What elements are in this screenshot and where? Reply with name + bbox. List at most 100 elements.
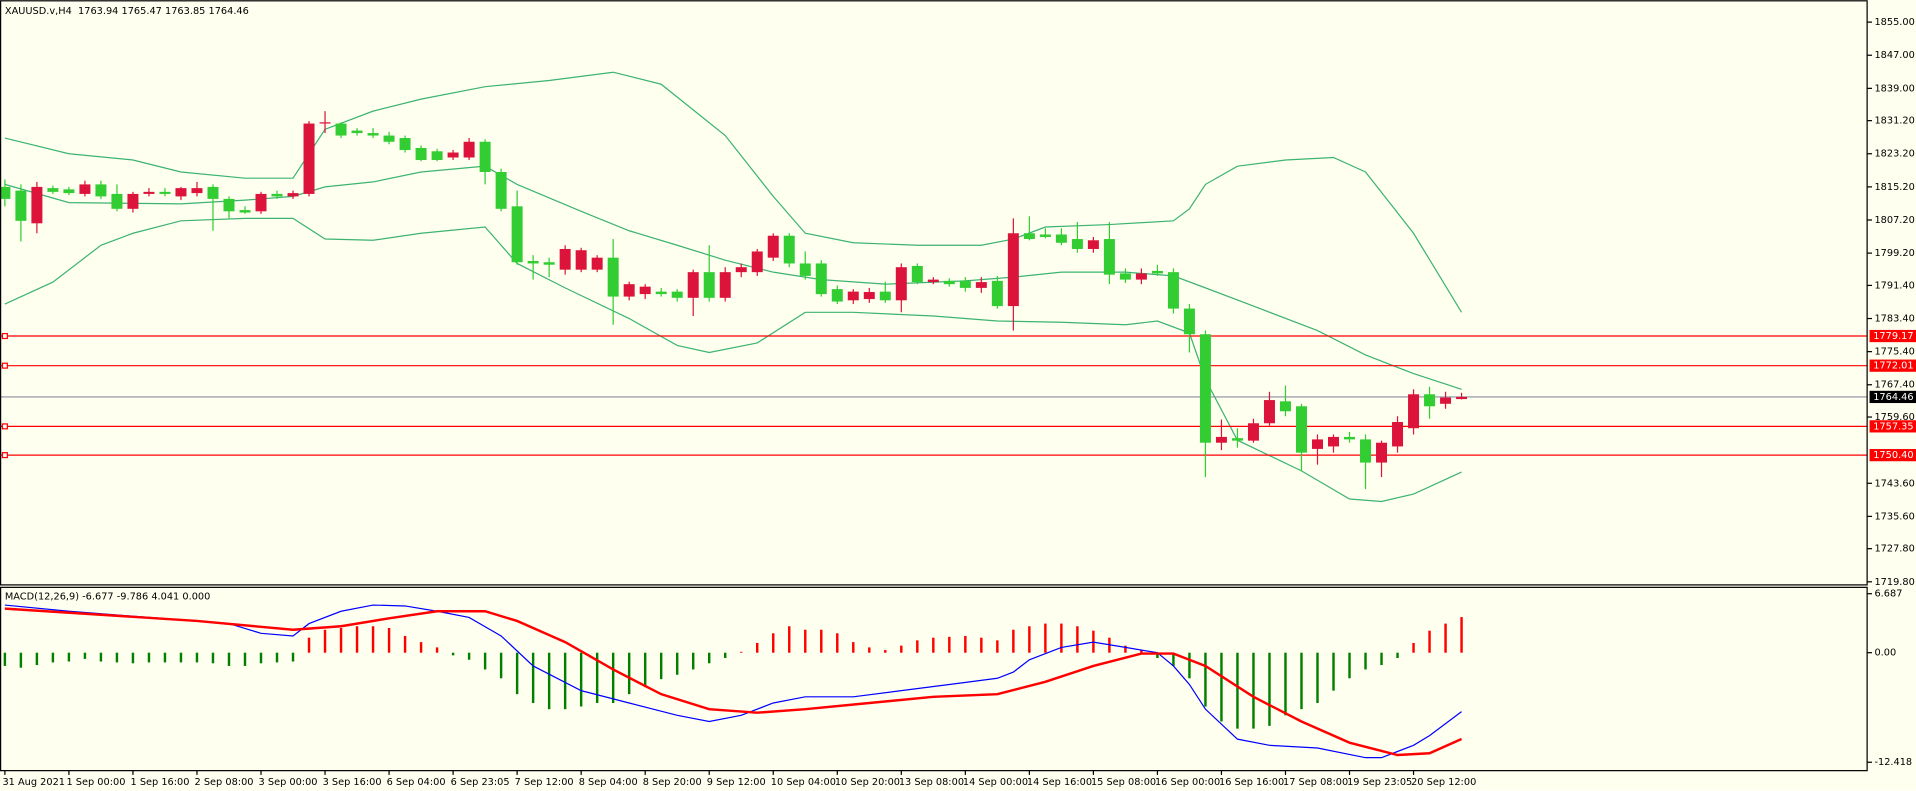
candle-body: [1424, 394, 1436, 407]
y-tick-label: 1791.40: [1874, 280, 1914, 291]
candle-body: [943, 280, 955, 285]
x-tick-label: 31 Aug 2021: [2, 777, 65, 788]
candle-body: [783, 235, 795, 264]
candle-body: [399, 138, 411, 151]
candle-body: [1360, 439, 1372, 463]
candle-body: [1279, 401, 1291, 412]
candle-body: [703, 272, 715, 298]
candle-body: [1376, 442, 1388, 463]
candle-body: [1231, 438, 1243, 441]
level-handle: [1, 423, 8, 430]
candle-body: [1328, 436, 1340, 447]
y-tick-label: 1807.20: [1874, 215, 1914, 226]
candle-body: [1440, 397, 1452, 404]
candle-body: [1039, 234, 1051, 237]
candle-body: [527, 260, 539, 264]
candle-body: [367, 133, 379, 136]
candle-body: [831, 289, 843, 302]
candle-body: [351, 130, 363, 134]
candle-body: [383, 135, 395, 142]
candle-body: [1311, 439, 1323, 449]
y-tick-label: 1767.40: [1874, 380, 1914, 391]
candle-body: [1151, 270, 1163, 274]
candle-body: [415, 147, 427, 160]
candle-body: [1392, 422, 1404, 447]
candle-body: [1023, 233, 1035, 240]
candle-body: [1183, 308, 1195, 335]
candle-body: [1295, 406, 1307, 453]
candle-body: [95, 184, 107, 197]
candle-body: [735, 267, 747, 273]
candle-body: [1263, 400, 1275, 424]
candle-body: [1408, 394, 1420, 429]
candle-body: [223, 198, 235, 212]
candle-body: [575, 250, 587, 270]
candle-body: [319, 122, 331, 124]
level-label-box: [1869, 329, 1916, 343]
level-label-box: [1869, 449, 1916, 462]
candle-body: [463, 141, 475, 158]
x-tick-label: 13 Sep 08:00: [899, 777, 964, 788]
x-tick-label: 3 Sep 00:00: [259, 777, 318, 788]
main-frame: [0, 0, 1868, 586]
candle-body: [1199, 334, 1211, 443]
chart-title: XAUUSD.v,H4 1763.94 1765.47 1763.85 1764…: [5, 6, 249, 17]
y-tick-label: 1855.00: [1874, 17, 1914, 28]
candle-body: [479, 141, 491, 172]
candle-body: [175, 188, 187, 197]
x-tick-label: 1 Sep 00:00: [66, 777, 125, 788]
y-tick-label: 1727.80: [1874, 544, 1914, 555]
candle-body: [255, 193, 267, 212]
x-tick-label: 6 Sep 23:05: [451, 777, 510, 788]
x-tick-label: 8 Sep 20:00: [643, 777, 702, 788]
candle-body: [1247, 423, 1259, 441]
x-tick-label: 10 Sep 20:00: [835, 777, 900, 788]
level-label-box: [1869, 420, 1916, 433]
level-label-box: [1869, 359, 1916, 372]
candle-body: [495, 171, 507, 209]
candle-body: [47, 188, 59, 192]
candle-body: [1007, 233, 1019, 307]
candle-body: [1344, 436, 1356, 440]
candle-body: [159, 191, 171, 194]
candle-body: [1456, 396, 1468, 400]
y-tick-label: 1775.40: [1874, 347, 1914, 358]
candle-body: [751, 251, 763, 273]
candle-body: [207, 186, 219, 199]
candle-body: [559, 248, 571, 270]
candle-body: [1167, 272, 1179, 309]
band-line: [4, 71, 1463, 313]
x-tick-label: 17 Sep 08:00: [1283, 777, 1348, 788]
x-tick-label: 1 Sep 16:00: [131, 777, 190, 788]
candle-body: [623, 284, 635, 297]
level-handle: [1, 452, 8, 459]
level-label: 1779.17: [1873, 331, 1913, 342]
candle-body: [911, 265, 923, 283]
macd-frame: [0, 586, 1868, 772]
x-tick-label: 16 Sep 16:00: [1219, 777, 1284, 788]
level-handle: [1, 362, 8, 369]
candle-body: [1135, 273, 1147, 280]
candle-body: [1087, 240, 1099, 249]
y-tick-label: 1799.20: [1874, 248, 1914, 259]
y-tick-label: 1823.20: [1874, 149, 1914, 160]
candle-body: [543, 262, 555, 265]
x-tick-label: 16 Sep 00:00: [1155, 777, 1220, 788]
y-tick-label: 1847.00: [1874, 50, 1914, 61]
x-tick-label: 10 Sep 04:00: [771, 777, 836, 788]
y-tick-label: -12.418: [1874, 757, 1912, 768]
candle-body: [511, 206, 523, 263]
level-label: 1772.01: [1873, 361, 1913, 372]
candle-body: [1055, 234, 1067, 243]
candle-body: [63, 189, 75, 194]
candle-body: [191, 188, 203, 194]
candle-body: [975, 282, 987, 288]
level-label: 1757.35: [1873, 421, 1913, 432]
x-tick-label: 8 Sep 04:00: [579, 777, 638, 788]
candle-body: [1071, 239, 1083, 249]
candle-body: [991, 280, 1003, 307]
candle-body: [959, 280, 971, 288]
macd-title: MACD(12,26,9) -6.677 -9.786 4.041 0.000: [5, 592, 210, 603]
plot-layer: 1855.00 1847.00 1839.00 1831.20 1823.20 1815.…: [0, 17, 1916, 788]
